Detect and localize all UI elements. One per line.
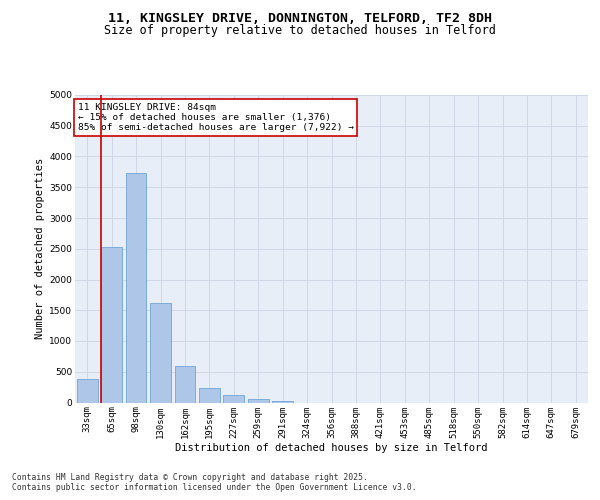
Text: 11 KINGSLEY DRIVE: 84sqm
← 15% of detached houses are smaller (1,376)
85% of sem: 11 KINGSLEY DRIVE: 84sqm ← 15% of detach… bbox=[77, 102, 353, 132]
Text: 11, KINGSLEY DRIVE, DONNINGTON, TELFORD, TF2 8DH: 11, KINGSLEY DRIVE, DONNINGTON, TELFORD,… bbox=[108, 12, 492, 26]
Bar bbox=[125, 173, 146, 402]
Text: Size of property relative to detached houses in Telford: Size of property relative to detached ho… bbox=[104, 24, 496, 37]
X-axis label: Distribution of detached houses by size in Telford: Distribution of detached houses by size … bbox=[175, 443, 488, 453]
Bar bbox=[150, 304, 171, 402]
Bar bbox=[223, 394, 244, 402]
Bar bbox=[77, 379, 98, 402]
Text: Contains public sector information licensed under the Open Government Licence v3: Contains public sector information licen… bbox=[12, 484, 416, 492]
Bar bbox=[175, 366, 196, 403]
Bar bbox=[199, 388, 220, 402]
Y-axis label: Number of detached properties: Number of detached properties bbox=[35, 158, 45, 340]
Bar bbox=[248, 399, 269, 402]
Bar bbox=[272, 400, 293, 402]
Text: Contains HM Land Registry data © Crown copyright and database right 2025.: Contains HM Land Registry data © Crown c… bbox=[12, 472, 368, 482]
Bar bbox=[101, 247, 122, 402]
